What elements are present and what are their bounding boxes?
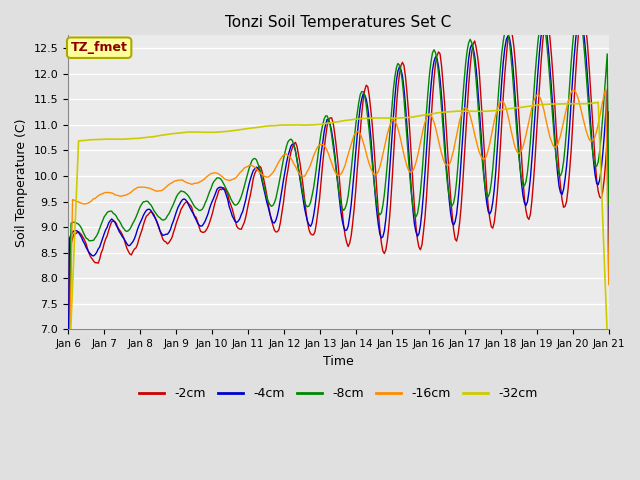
Legend: -2cm, -4cm, -8cm, -16cm, -32cm: -2cm, -4cm, -8cm, -16cm, -32cm	[134, 383, 543, 406]
Y-axis label: Soil Temperature (C): Soil Temperature (C)	[15, 118, 28, 247]
Title: Tonzi Soil Temperatures Set C: Tonzi Soil Temperatures Set C	[225, 15, 451, 30]
Text: TZ_fmet: TZ_fmet	[71, 41, 127, 54]
X-axis label: Time: Time	[323, 355, 354, 368]
